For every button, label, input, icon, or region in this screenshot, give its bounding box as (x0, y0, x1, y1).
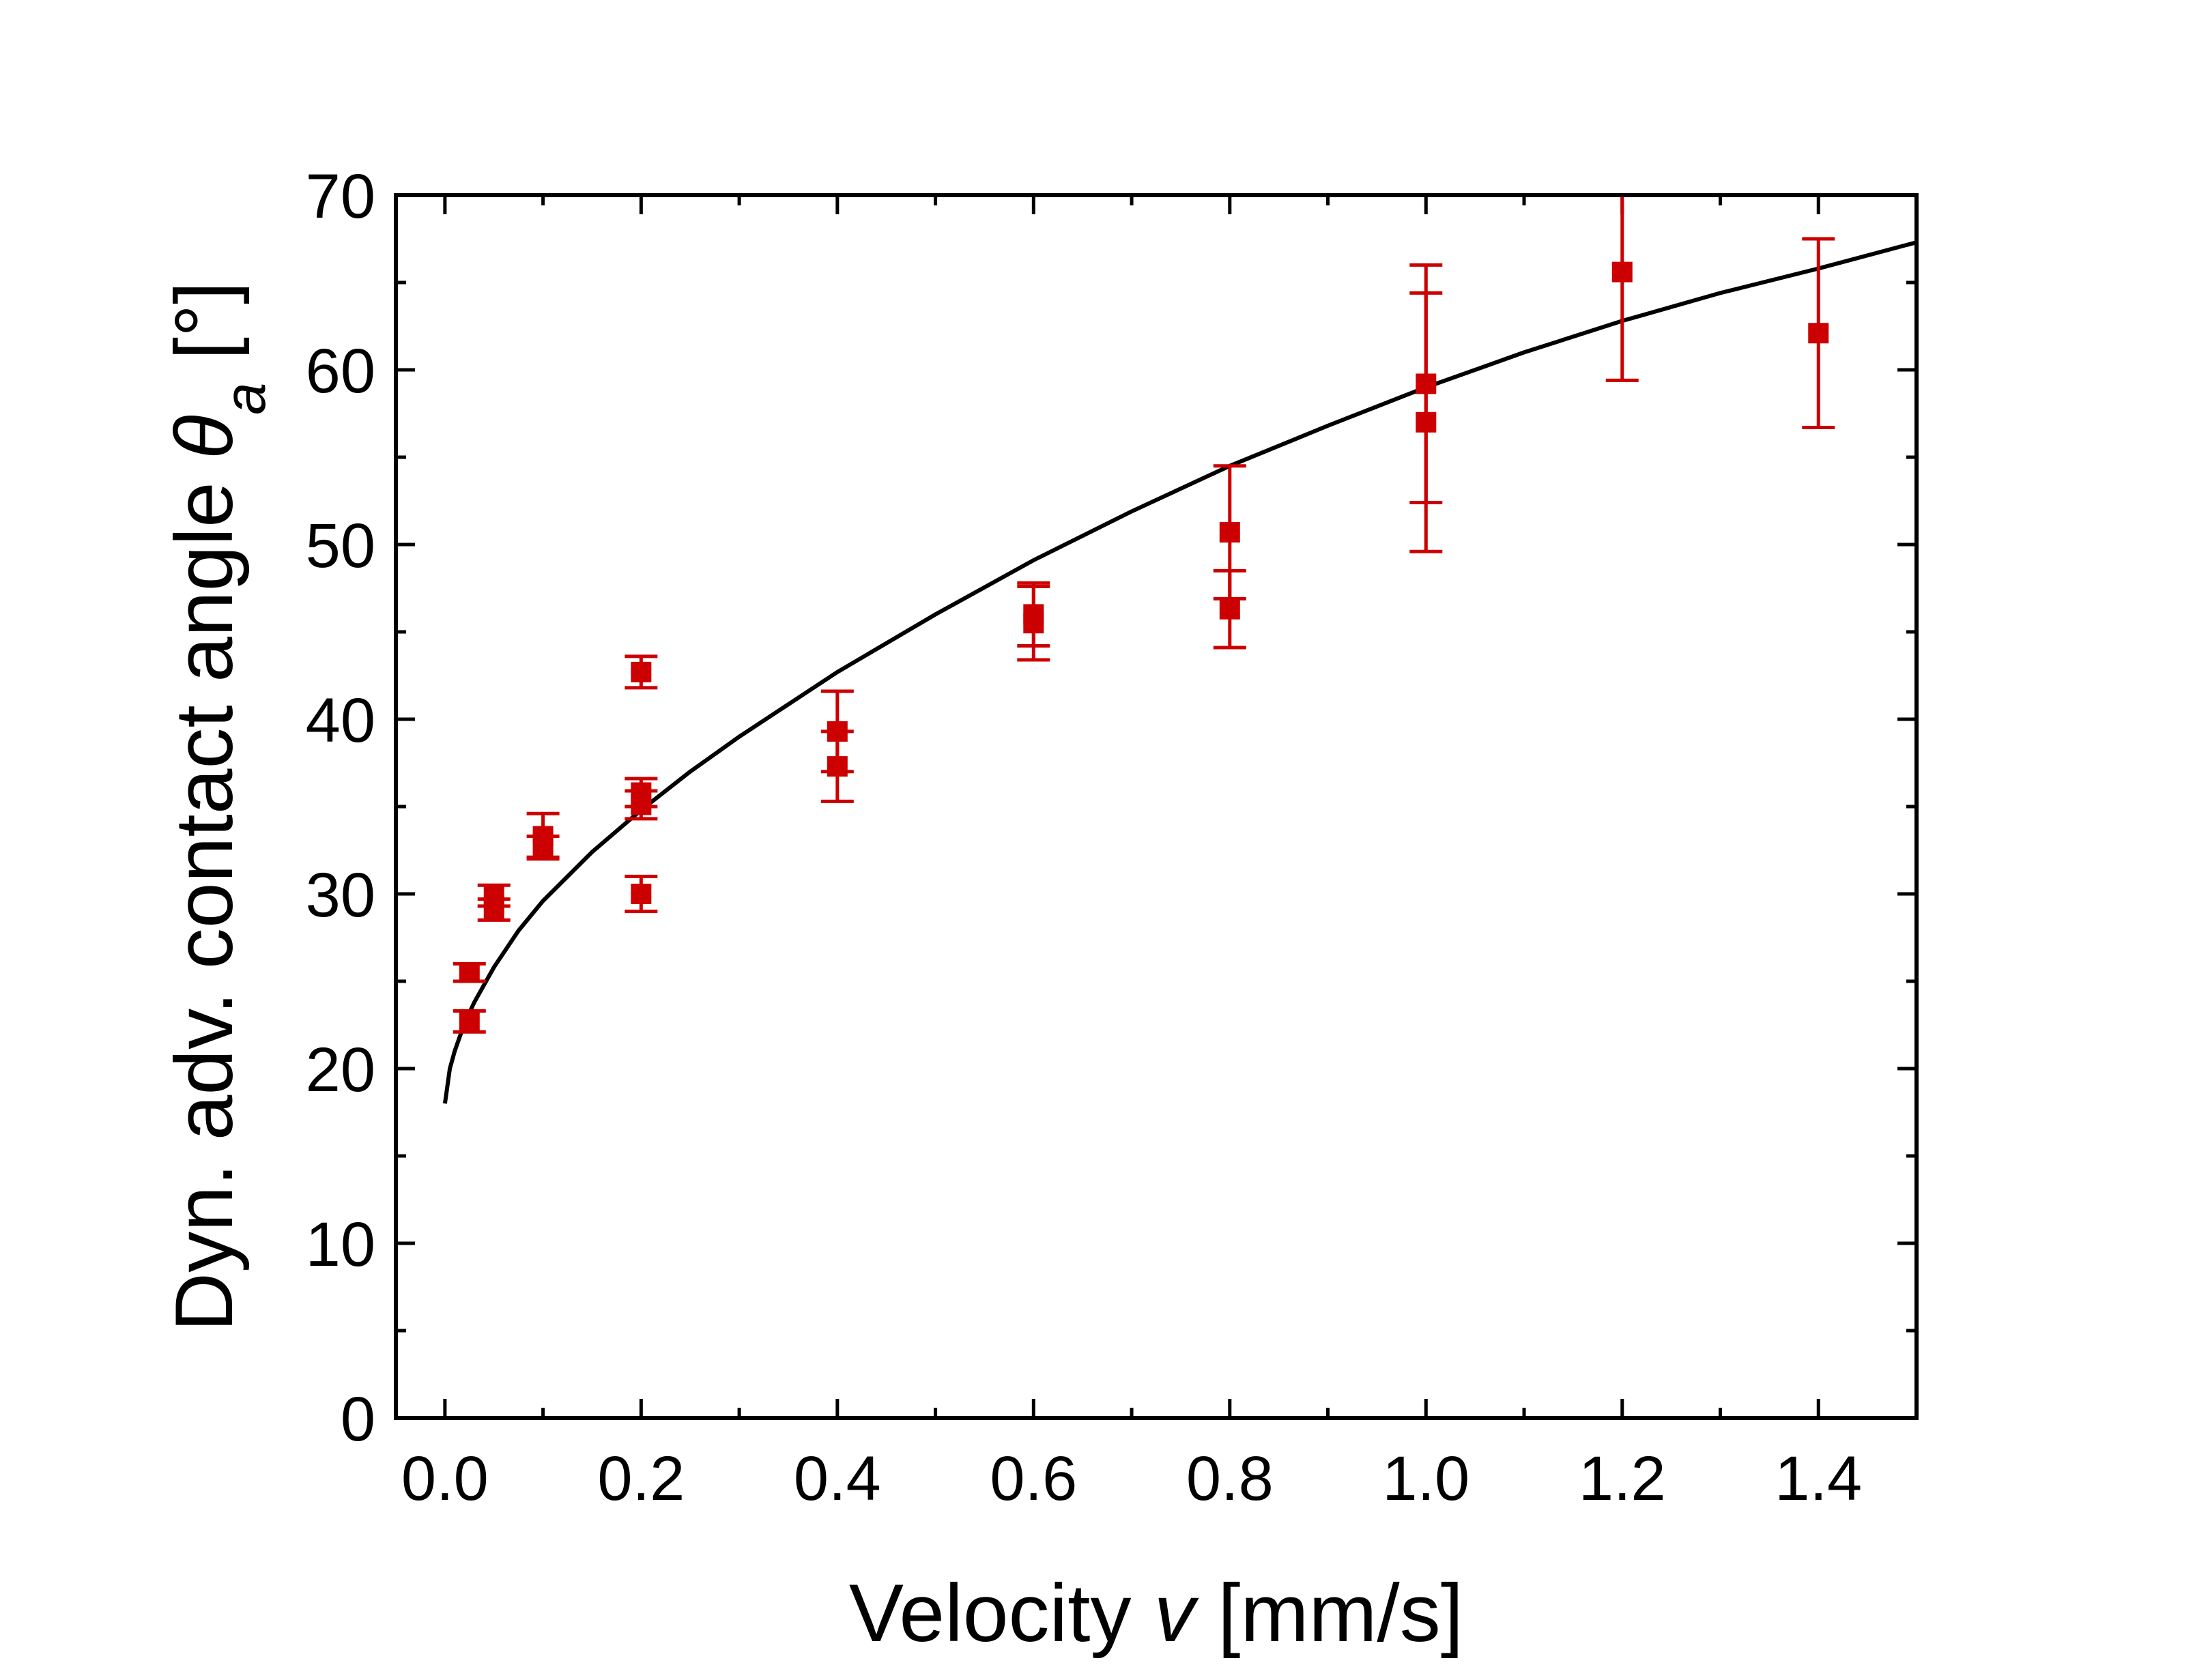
data-point (453, 1009, 486, 1034)
data-point-marker (631, 661, 652, 682)
data-point (526, 835, 560, 859)
data-point-marker (1023, 613, 1044, 634)
data-point (625, 874, 658, 914)
data-point (625, 789, 658, 821)
data-point (477, 897, 511, 922)
data-point-marker (459, 1011, 480, 1032)
data-point (1605, 195, 1639, 382)
x-tick-label: 0.8 (1186, 1444, 1274, 1514)
data-point (820, 729, 854, 803)
y-axis-title-suffix: [°] (158, 282, 250, 383)
data-point-marker (1219, 522, 1240, 543)
y-tick-label: 10 (306, 1210, 375, 1279)
y-axis-title-prefix: Dyn. adv. contact angle (158, 459, 250, 1332)
x-tick-labels: 0.0 0.2 0.4 0.6 0.8 1.0 1.2 1.4 (401, 1444, 1862, 1514)
x-axis-title: Velocity v [mm/s] (849, 1567, 1463, 1659)
x-tick-label: 0.4 (794, 1444, 881, 1514)
y-tick-label: 20 (306, 1035, 375, 1105)
data-points (453, 195, 1835, 1034)
data-point (1213, 568, 1246, 650)
y-tick-labels: 0 10 20 30 40 50 60 70 (306, 162, 375, 1454)
data-point-marker (532, 836, 554, 857)
y-tick-label: 40 (306, 686, 375, 755)
x-axis-title-var: v (1154, 1567, 1199, 1659)
data-point-marker (631, 884, 652, 904)
data-point (625, 654, 658, 690)
data-point-marker (1416, 411, 1437, 433)
axis-ticks (396, 193, 1919, 1420)
x-axis-title-prefix: Velocity (849, 1567, 1154, 1659)
data-point-marker (827, 756, 848, 777)
y-tick-label: 30 (306, 860, 375, 930)
x-tick-label: 0.6 (990, 1444, 1077, 1514)
data-point (1017, 584, 1050, 662)
x-axis-title-suffix: [mm/s] (1195, 1567, 1463, 1659)
fit-curve (442, 240, 1917, 1104)
data-point-marker (483, 899, 504, 921)
plot-frame (394, 193, 1919, 1420)
x-tick-label: 0.0 (401, 1444, 489, 1514)
y-tick-label: 70 (306, 162, 375, 231)
y-axis-title: Dyn. adv. contact angle θa [°] (158, 282, 278, 1332)
x-tick-label: 1.4 (1775, 1444, 1862, 1514)
y-tick-label: 0 (341, 1385, 375, 1454)
y-tick-label: 50 (306, 511, 375, 581)
data-point-marker (1611, 261, 1633, 283)
data-point-marker (1808, 323, 1829, 344)
data-point-marker (459, 962, 480, 983)
x-tick-label: 0.2 (597, 1444, 685, 1514)
data-point-marker (631, 794, 652, 815)
data-point (453, 961, 486, 983)
y-axis-title-var: θ (158, 415, 250, 459)
data-point (1802, 237, 1835, 429)
x-tick-label: 1.0 (1382, 1444, 1469, 1514)
y-tick-label: 60 (306, 336, 375, 406)
y-axis-title-sub: a (213, 383, 278, 415)
data-point-marker (1219, 598, 1240, 620)
data-point (1409, 291, 1443, 553)
x-tick-label: 1.2 (1579, 1444, 1666, 1514)
